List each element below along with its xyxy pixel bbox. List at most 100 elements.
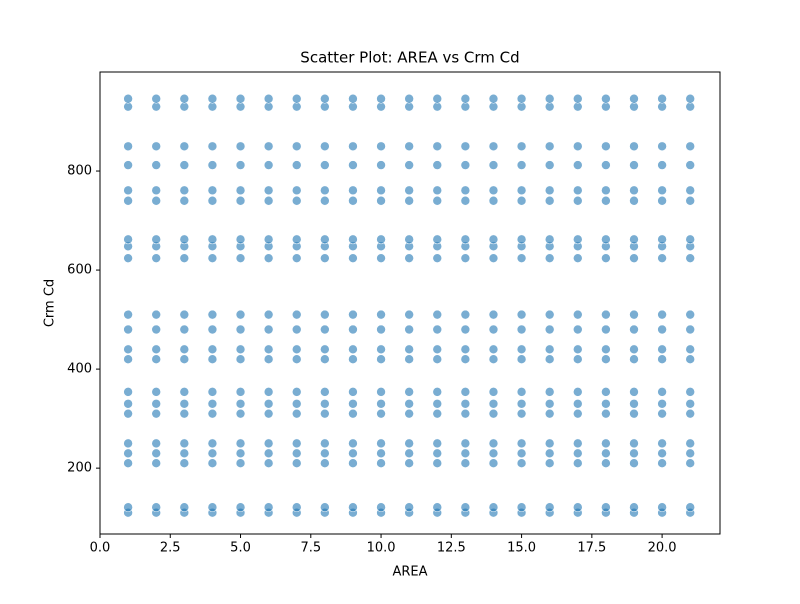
point bbox=[376, 408, 386, 419]
point bbox=[404, 324, 414, 335]
point bbox=[685, 309, 696, 320]
point bbox=[263, 253, 274, 263]
point bbox=[460, 502, 471, 513]
point bbox=[348, 160, 358, 170]
point bbox=[685, 502, 696, 513]
x-tick-label: 0.0 bbox=[90, 541, 111, 556]
point bbox=[179, 387, 190, 397]
point bbox=[432, 448, 443, 459]
point bbox=[629, 253, 639, 263]
point bbox=[263, 344, 274, 355]
point bbox=[544, 448, 555, 459]
point bbox=[376, 185, 386, 196]
point bbox=[629, 195, 639, 206]
point bbox=[572, 185, 583, 196]
point bbox=[544, 309, 555, 320]
point bbox=[629, 141, 639, 152]
point bbox=[291, 387, 302, 397]
point bbox=[179, 141, 190, 152]
point bbox=[657, 438, 667, 449]
point bbox=[123, 309, 133, 320]
point bbox=[123, 234, 133, 245]
point bbox=[235, 309, 246, 320]
point bbox=[572, 354, 583, 365]
x-tick-label: 7.5 bbox=[300, 541, 321, 556]
point bbox=[348, 458, 358, 468]
point bbox=[291, 185, 302, 196]
point bbox=[263, 458, 274, 468]
point bbox=[123, 354, 133, 365]
point bbox=[235, 195, 246, 206]
point bbox=[601, 234, 611, 245]
point bbox=[376, 93, 386, 104]
point bbox=[263, 141, 274, 152]
point bbox=[544, 93, 555, 104]
point bbox=[657, 387, 667, 397]
point bbox=[376, 354, 386, 365]
point bbox=[263, 408, 274, 419]
point bbox=[376, 438, 386, 449]
point bbox=[123, 344, 133, 355]
point bbox=[376, 141, 386, 152]
point bbox=[207, 354, 218, 365]
point bbox=[376, 195, 386, 206]
point bbox=[685, 448, 696, 459]
point bbox=[572, 398, 583, 409]
point bbox=[460, 344, 471, 355]
point bbox=[544, 398, 555, 409]
point bbox=[516, 309, 527, 320]
point bbox=[516, 387, 527, 397]
point bbox=[123, 438, 133, 449]
point bbox=[291, 502, 302, 513]
point bbox=[291, 234, 302, 245]
point bbox=[432, 458, 443, 468]
point bbox=[544, 195, 555, 206]
point bbox=[320, 502, 330, 513]
point bbox=[235, 234, 246, 245]
point bbox=[123, 253, 133, 263]
point bbox=[179, 458, 190, 468]
point bbox=[207, 398, 218, 409]
point bbox=[376, 309, 386, 320]
point bbox=[572, 160, 583, 170]
point bbox=[572, 141, 583, 152]
point bbox=[235, 438, 246, 449]
point bbox=[432, 234, 443, 245]
point bbox=[460, 354, 471, 365]
point bbox=[488, 408, 499, 419]
point bbox=[516, 344, 527, 355]
point bbox=[544, 458, 555, 468]
point bbox=[320, 458, 330, 468]
point bbox=[348, 387, 358, 397]
point bbox=[601, 408, 611, 419]
point bbox=[320, 344, 330, 355]
point bbox=[320, 324, 330, 335]
point bbox=[544, 253, 555, 263]
point bbox=[263, 448, 274, 459]
point bbox=[432, 93, 443, 104]
point bbox=[404, 344, 414, 355]
point bbox=[320, 234, 330, 245]
point bbox=[516, 398, 527, 409]
point bbox=[572, 438, 583, 449]
x-tick-label: 17.5 bbox=[577, 541, 606, 556]
point bbox=[263, 93, 274, 104]
point bbox=[460, 324, 471, 335]
point bbox=[291, 448, 302, 459]
point bbox=[179, 253, 190, 263]
point bbox=[404, 408, 414, 419]
point bbox=[151, 93, 162, 104]
point bbox=[488, 354, 499, 365]
point bbox=[291, 309, 302, 320]
point bbox=[572, 408, 583, 419]
point bbox=[263, 398, 274, 409]
point bbox=[657, 408, 667, 419]
point bbox=[629, 185, 639, 196]
point bbox=[601, 387, 611, 397]
x-axis-label: AREA bbox=[392, 565, 427, 580]
point bbox=[207, 502, 218, 513]
point bbox=[629, 234, 639, 245]
point bbox=[320, 253, 330, 263]
point bbox=[685, 438, 696, 449]
point bbox=[320, 354, 330, 365]
